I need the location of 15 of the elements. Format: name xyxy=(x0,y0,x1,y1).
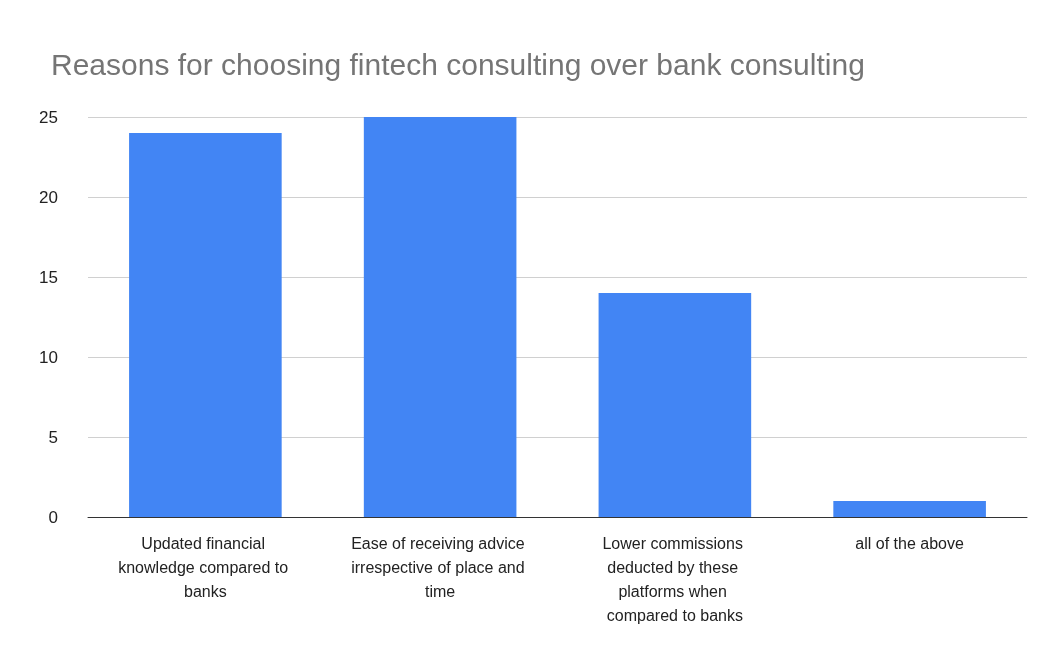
chart-title: Reasons for choosing fintech consulting over bank consulting xyxy=(51,47,865,81)
x-tick-label: Updated financial knowledge compared to banks xyxy=(118,534,293,600)
x-tick-label: Lower commissions deducted by these platforms when compared to banks xyxy=(602,534,748,624)
y-tick-label: 20 xyxy=(39,187,58,207)
y-tick-label: 25 xyxy=(39,107,58,127)
bar xyxy=(598,293,752,517)
y-tick-label: 10 xyxy=(39,347,58,367)
y-tick-label: 5 xyxy=(48,427,58,447)
y-tick-label: 0 xyxy=(48,507,58,527)
y-tick-label: 15 xyxy=(39,267,58,287)
x-tick-label: Ease of receiving advice irrespective of place and time xyxy=(351,534,530,600)
bar xyxy=(363,117,517,517)
x-tick-label: all of the above xyxy=(855,534,964,552)
bar xyxy=(833,501,986,517)
bar xyxy=(129,133,282,517)
